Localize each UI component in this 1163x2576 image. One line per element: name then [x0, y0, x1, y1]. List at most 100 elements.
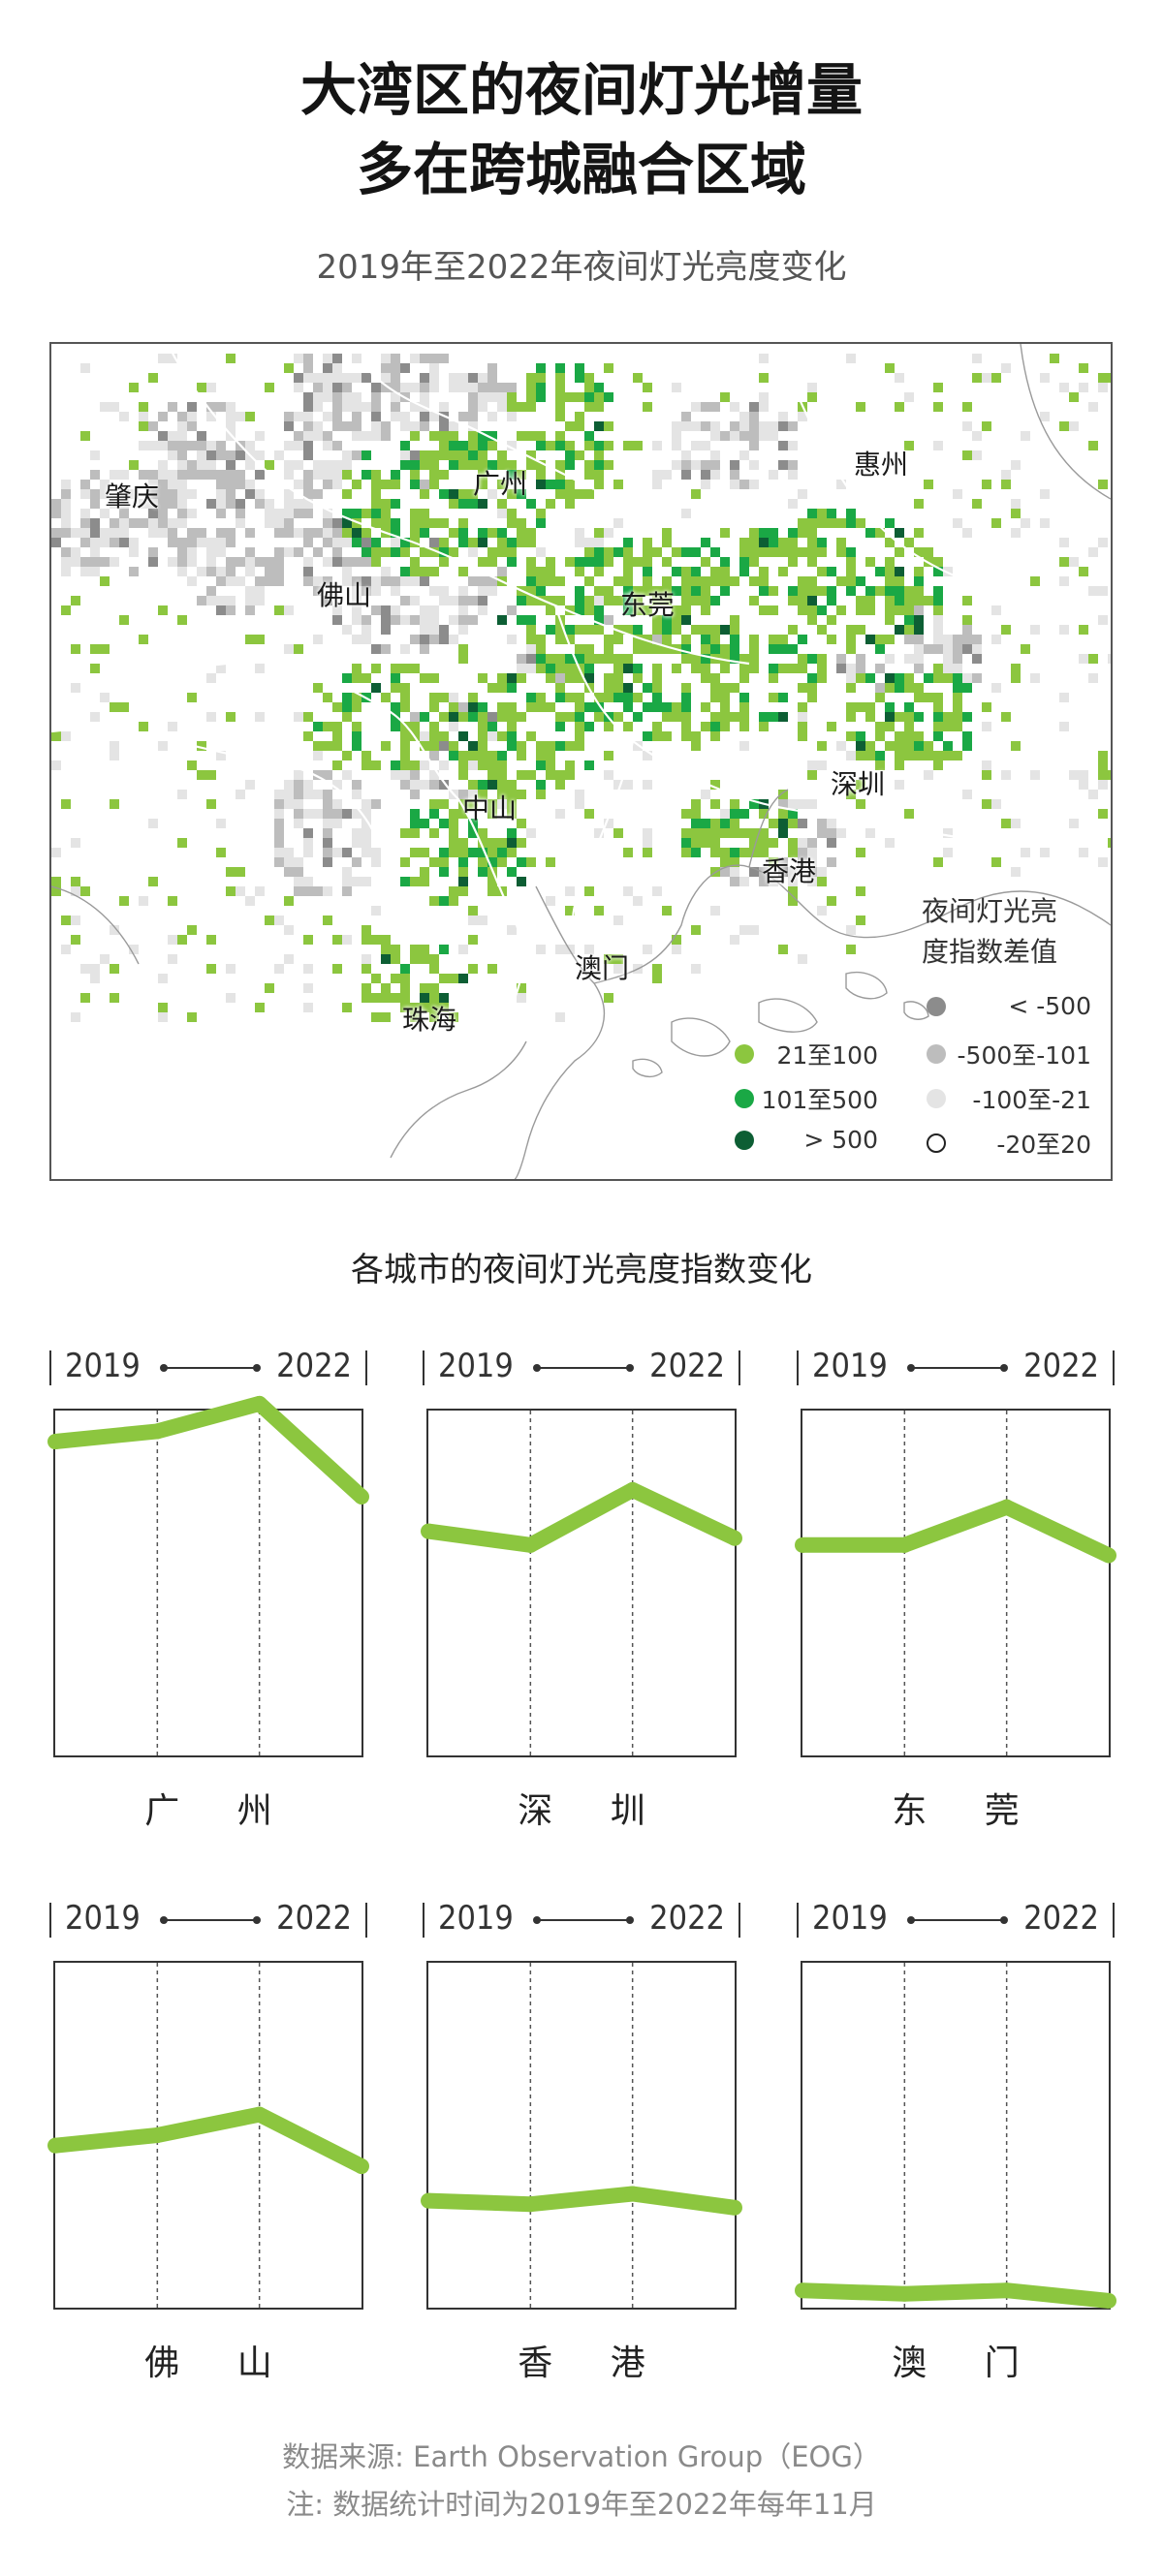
map-pixel — [1088, 547, 1098, 557]
map-pixel — [420, 518, 429, 528]
map-pixel — [749, 431, 759, 441]
map-pixel — [924, 693, 933, 702]
map-pixel — [817, 819, 827, 828]
map-pixel — [710, 635, 720, 644]
map-pixel — [468, 576, 478, 586]
map-pixel — [672, 567, 681, 576]
map-pixel — [701, 722, 710, 731]
map-pixel — [672, 586, 681, 596]
map-pixel — [90, 518, 100, 528]
map-pixel — [391, 392, 400, 402]
map-pixel — [749, 528, 759, 538]
map-pixel — [429, 625, 439, 635]
map-pixel — [643, 586, 652, 596]
map-pixel — [633, 441, 643, 450]
map-pixel — [274, 790, 284, 799]
map-pixel — [575, 693, 584, 702]
map-pixel — [546, 741, 555, 751]
year-end-label: 2022 — [649, 1347, 725, 1385]
legend-label: 21至100 — [776, 1041, 878, 1070]
map-pixel — [497, 848, 507, 857]
map-pixel — [61, 509, 71, 518]
map-pixel — [110, 925, 119, 935]
map-pixel — [468, 392, 478, 402]
map-pixel — [1040, 518, 1050, 528]
map-pixel — [895, 373, 904, 383]
map-pixel — [158, 412, 168, 421]
map-pixel — [429, 615, 439, 625]
map-pixel — [681, 615, 691, 625]
map-pixel — [303, 392, 313, 402]
map-pixel — [361, 615, 371, 625]
map-pixel — [148, 470, 158, 480]
map-pixel — [613, 683, 623, 693]
map-pixel — [759, 605, 769, 615]
map-pixel — [759, 528, 769, 538]
map-pixel — [555, 722, 565, 731]
map-pixel — [400, 547, 410, 557]
map-pixel — [303, 402, 313, 412]
map-pixel — [197, 528, 206, 538]
map-pixel — [487, 848, 497, 857]
map-pixel — [294, 383, 303, 392]
map-pixel — [187, 402, 197, 412]
legend-title: 夜间灯光亮 度指数差值 — [922, 891, 1057, 973]
map-pixel — [933, 402, 943, 412]
map-pixel — [769, 857, 778, 867]
map-pixel — [371, 906, 381, 916]
map-pixel — [701, 470, 710, 480]
map-pixel — [691, 731, 701, 741]
map-pixel — [303, 373, 313, 383]
map-pixel — [817, 877, 827, 886]
map-pixel — [342, 470, 352, 480]
map-pixel — [284, 644, 294, 654]
map-pixel — [90, 664, 100, 673]
map-pixel — [323, 741, 332, 751]
map-pixel — [972, 431, 982, 441]
map-pixel — [652, 625, 662, 635]
label-hongkong: 香港 — [762, 855, 817, 887]
map-pixel — [342, 392, 352, 402]
map-pixel — [313, 770, 323, 780]
map-pixel — [371, 538, 381, 547]
map-pixel — [313, 383, 323, 392]
map-pixel — [1108, 373, 1111, 383]
map-pixel — [478, 838, 487, 848]
map-pixel — [391, 605, 400, 615]
map-pixel — [536, 547, 546, 557]
map-pixel — [701, 644, 710, 654]
map-pixel — [352, 673, 361, 683]
map-pixel — [400, 722, 410, 731]
map-pixel — [895, 731, 904, 741]
map-pixel — [575, 799, 584, 809]
map-pixel — [517, 770, 526, 780]
map-pixel — [672, 441, 681, 450]
map-pixel — [623, 683, 633, 693]
map-pixel — [245, 567, 255, 576]
map-pixel — [303, 838, 313, 848]
map-pixel — [216, 402, 226, 412]
map-pixel — [168, 450, 177, 460]
map-pixel — [391, 954, 400, 964]
map-pixel — [982, 373, 991, 383]
map-pixel — [759, 402, 769, 412]
map-pixel — [817, 538, 827, 547]
map-pixel — [536, 441, 546, 450]
map-pixel — [71, 683, 80, 693]
map-pixel — [885, 567, 895, 576]
map-pixel — [701, 441, 710, 450]
map-pixel — [584, 625, 594, 635]
map-pixel — [643, 538, 652, 547]
map-pixel — [604, 751, 613, 760]
map-pixel — [187, 557, 197, 567]
map-pixel — [807, 538, 817, 547]
map-pixel — [468, 780, 478, 790]
map-pixel — [720, 712, 730, 722]
map-pixel — [80, 567, 90, 576]
map-pixel — [226, 596, 236, 605]
map-pixel — [371, 480, 381, 489]
map-pixel — [788, 896, 798, 906]
map-pixel — [342, 460, 352, 470]
map-pixel — [274, 547, 284, 557]
map-pixel — [139, 412, 148, 421]
